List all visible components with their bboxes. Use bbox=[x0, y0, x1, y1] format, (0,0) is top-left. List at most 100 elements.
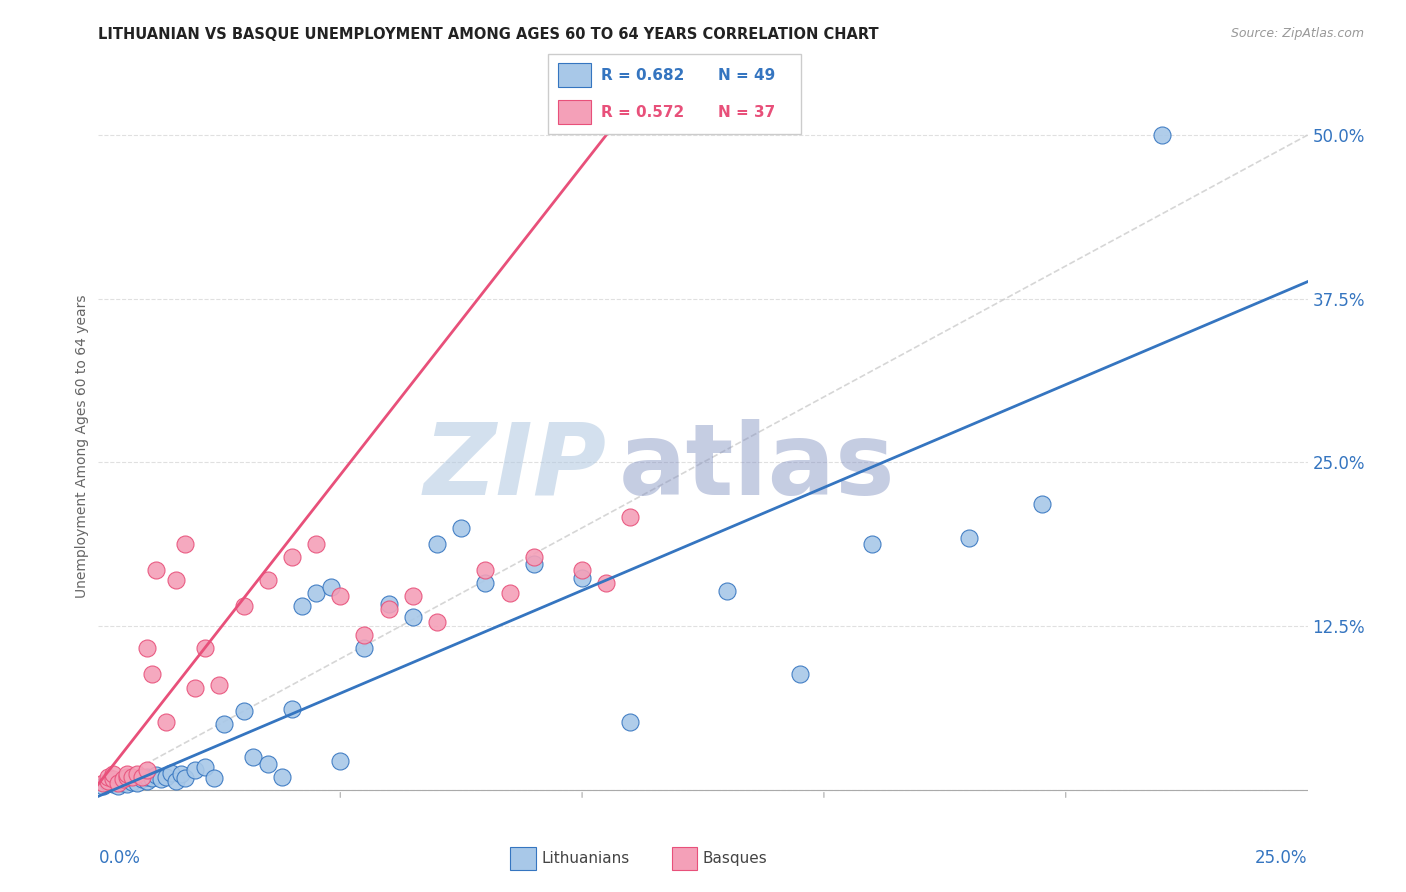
Point bbox=[160, 765, 183, 780]
Point bbox=[174, 536, 197, 550]
Point bbox=[131, 770, 153, 784]
Point bbox=[121, 775, 143, 789]
Point bbox=[155, 770, 177, 784]
Point bbox=[155, 714, 177, 729]
Point bbox=[97, 773, 120, 788]
Point bbox=[498, 586, 520, 600]
Point bbox=[353, 628, 375, 642]
Y-axis label: Unemployment Among Ages 60 to 64 years: Unemployment Among Ages 60 to 64 years bbox=[76, 294, 90, 598]
Point bbox=[135, 641, 157, 656]
Text: LITHUANIAN VS BASQUE UNEMPLOYMENT AMONG AGES 60 TO 64 YEARS CORRELATION CHART: LITHUANIAN VS BASQUE UNEMPLOYMENT AMONG … bbox=[98, 27, 879, 42]
Point bbox=[117, 770, 139, 784]
Point bbox=[377, 597, 399, 611]
Point bbox=[135, 770, 157, 784]
Point bbox=[117, 777, 139, 791]
Point bbox=[91, 779, 114, 793]
Point bbox=[329, 589, 352, 603]
Point bbox=[97, 770, 120, 784]
Point bbox=[1031, 497, 1053, 511]
Point bbox=[141, 667, 163, 681]
Point bbox=[135, 763, 157, 777]
Point bbox=[184, 763, 207, 777]
Text: R = 0.682: R = 0.682 bbox=[602, 68, 685, 83]
Point bbox=[145, 563, 167, 577]
Point bbox=[101, 767, 124, 781]
Point bbox=[426, 615, 449, 629]
Point bbox=[402, 610, 425, 624]
FancyBboxPatch shape bbox=[558, 63, 592, 87]
Text: Lithuanians: Lithuanians bbox=[541, 851, 630, 865]
Point bbox=[184, 681, 207, 695]
Text: 0.0%: 0.0% bbox=[98, 849, 141, 867]
Point bbox=[165, 573, 187, 587]
Point bbox=[426, 536, 449, 550]
Point bbox=[474, 575, 496, 590]
Point bbox=[111, 772, 134, 787]
Point bbox=[281, 549, 304, 564]
Point bbox=[141, 771, 163, 785]
Point bbox=[208, 678, 231, 692]
Point bbox=[271, 770, 294, 784]
Point bbox=[101, 773, 124, 788]
Point bbox=[353, 641, 375, 656]
Point bbox=[377, 602, 399, 616]
Point bbox=[145, 768, 167, 782]
Point bbox=[860, 536, 883, 550]
Point bbox=[127, 767, 149, 781]
Point bbox=[256, 573, 278, 587]
Point bbox=[450, 521, 472, 535]
Point bbox=[121, 770, 143, 784]
Point bbox=[194, 641, 217, 656]
Point bbox=[135, 773, 157, 788]
Point bbox=[305, 586, 328, 600]
Point bbox=[101, 777, 124, 791]
Point bbox=[212, 717, 235, 731]
Text: R = 0.572: R = 0.572 bbox=[602, 104, 685, 120]
Point bbox=[131, 772, 153, 787]
Point bbox=[111, 772, 134, 787]
Point bbox=[194, 760, 217, 774]
Point bbox=[305, 536, 328, 550]
Point bbox=[523, 558, 546, 572]
Text: ZIP: ZIP bbox=[423, 419, 606, 516]
Point bbox=[789, 667, 811, 681]
Point bbox=[91, 776, 114, 790]
Point bbox=[117, 767, 139, 781]
Point bbox=[474, 563, 496, 577]
Point bbox=[107, 776, 129, 790]
Point bbox=[242, 750, 264, 764]
Point bbox=[232, 599, 254, 614]
Point bbox=[165, 773, 187, 788]
Point bbox=[111, 776, 134, 790]
Point bbox=[107, 779, 129, 793]
Point bbox=[319, 580, 342, 594]
Point bbox=[716, 583, 738, 598]
Text: atlas: atlas bbox=[619, 419, 896, 516]
Point bbox=[97, 776, 120, 790]
FancyBboxPatch shape bbox=[558, 100, 592, 124]
Point bbox=[256, 756, 278, 771]
Point bbox=[290, 599, 312, 614]
Point bbox=[281, 701, 304, 715]
Point bbox=[169, 767, 191, 781]
Text: N = 49: N = 49 bbox=[718, 68, 775, 83]
Point bbox=[571, 571, 593, 585]
Point bbox=[619, 510, 641, 524]
Point bbox=[174, 771, 197, 785]
Point bbox=[204, 771, 226, 785]
Point bbox=[150, 772, 173, 787]
Point bbox=[571, 563, 593, 577]
Point bbox=[619, 714, 641, 729]
Point bbox=[595, 575, 617, 590]
Text: 25.0%: 25.0% bbox=[1256, 849, 1308, 867]
Point bbox=[957, 531, 980, 545]
Text: N = 37: N = 37 bbox=[718, 104, 775, 120]
Text: Source: ZipAtlas.com: Source: ZipAtlas.com bbox=[1230, 27, 1364, 40]
Point bbox=[232, 704, 254, 718]
Point bbox=[402, 589, 425, 603]
Point bbox=[329, 754, 352, 768]
Text: Basques: Basques bbox=[703, 851, 768, 865]
Point bbox=[523, 549, 546, 564]
Point bbox=[101, 772, 124, 787]
Point bbox=[1152, 128, 1174, 142]
